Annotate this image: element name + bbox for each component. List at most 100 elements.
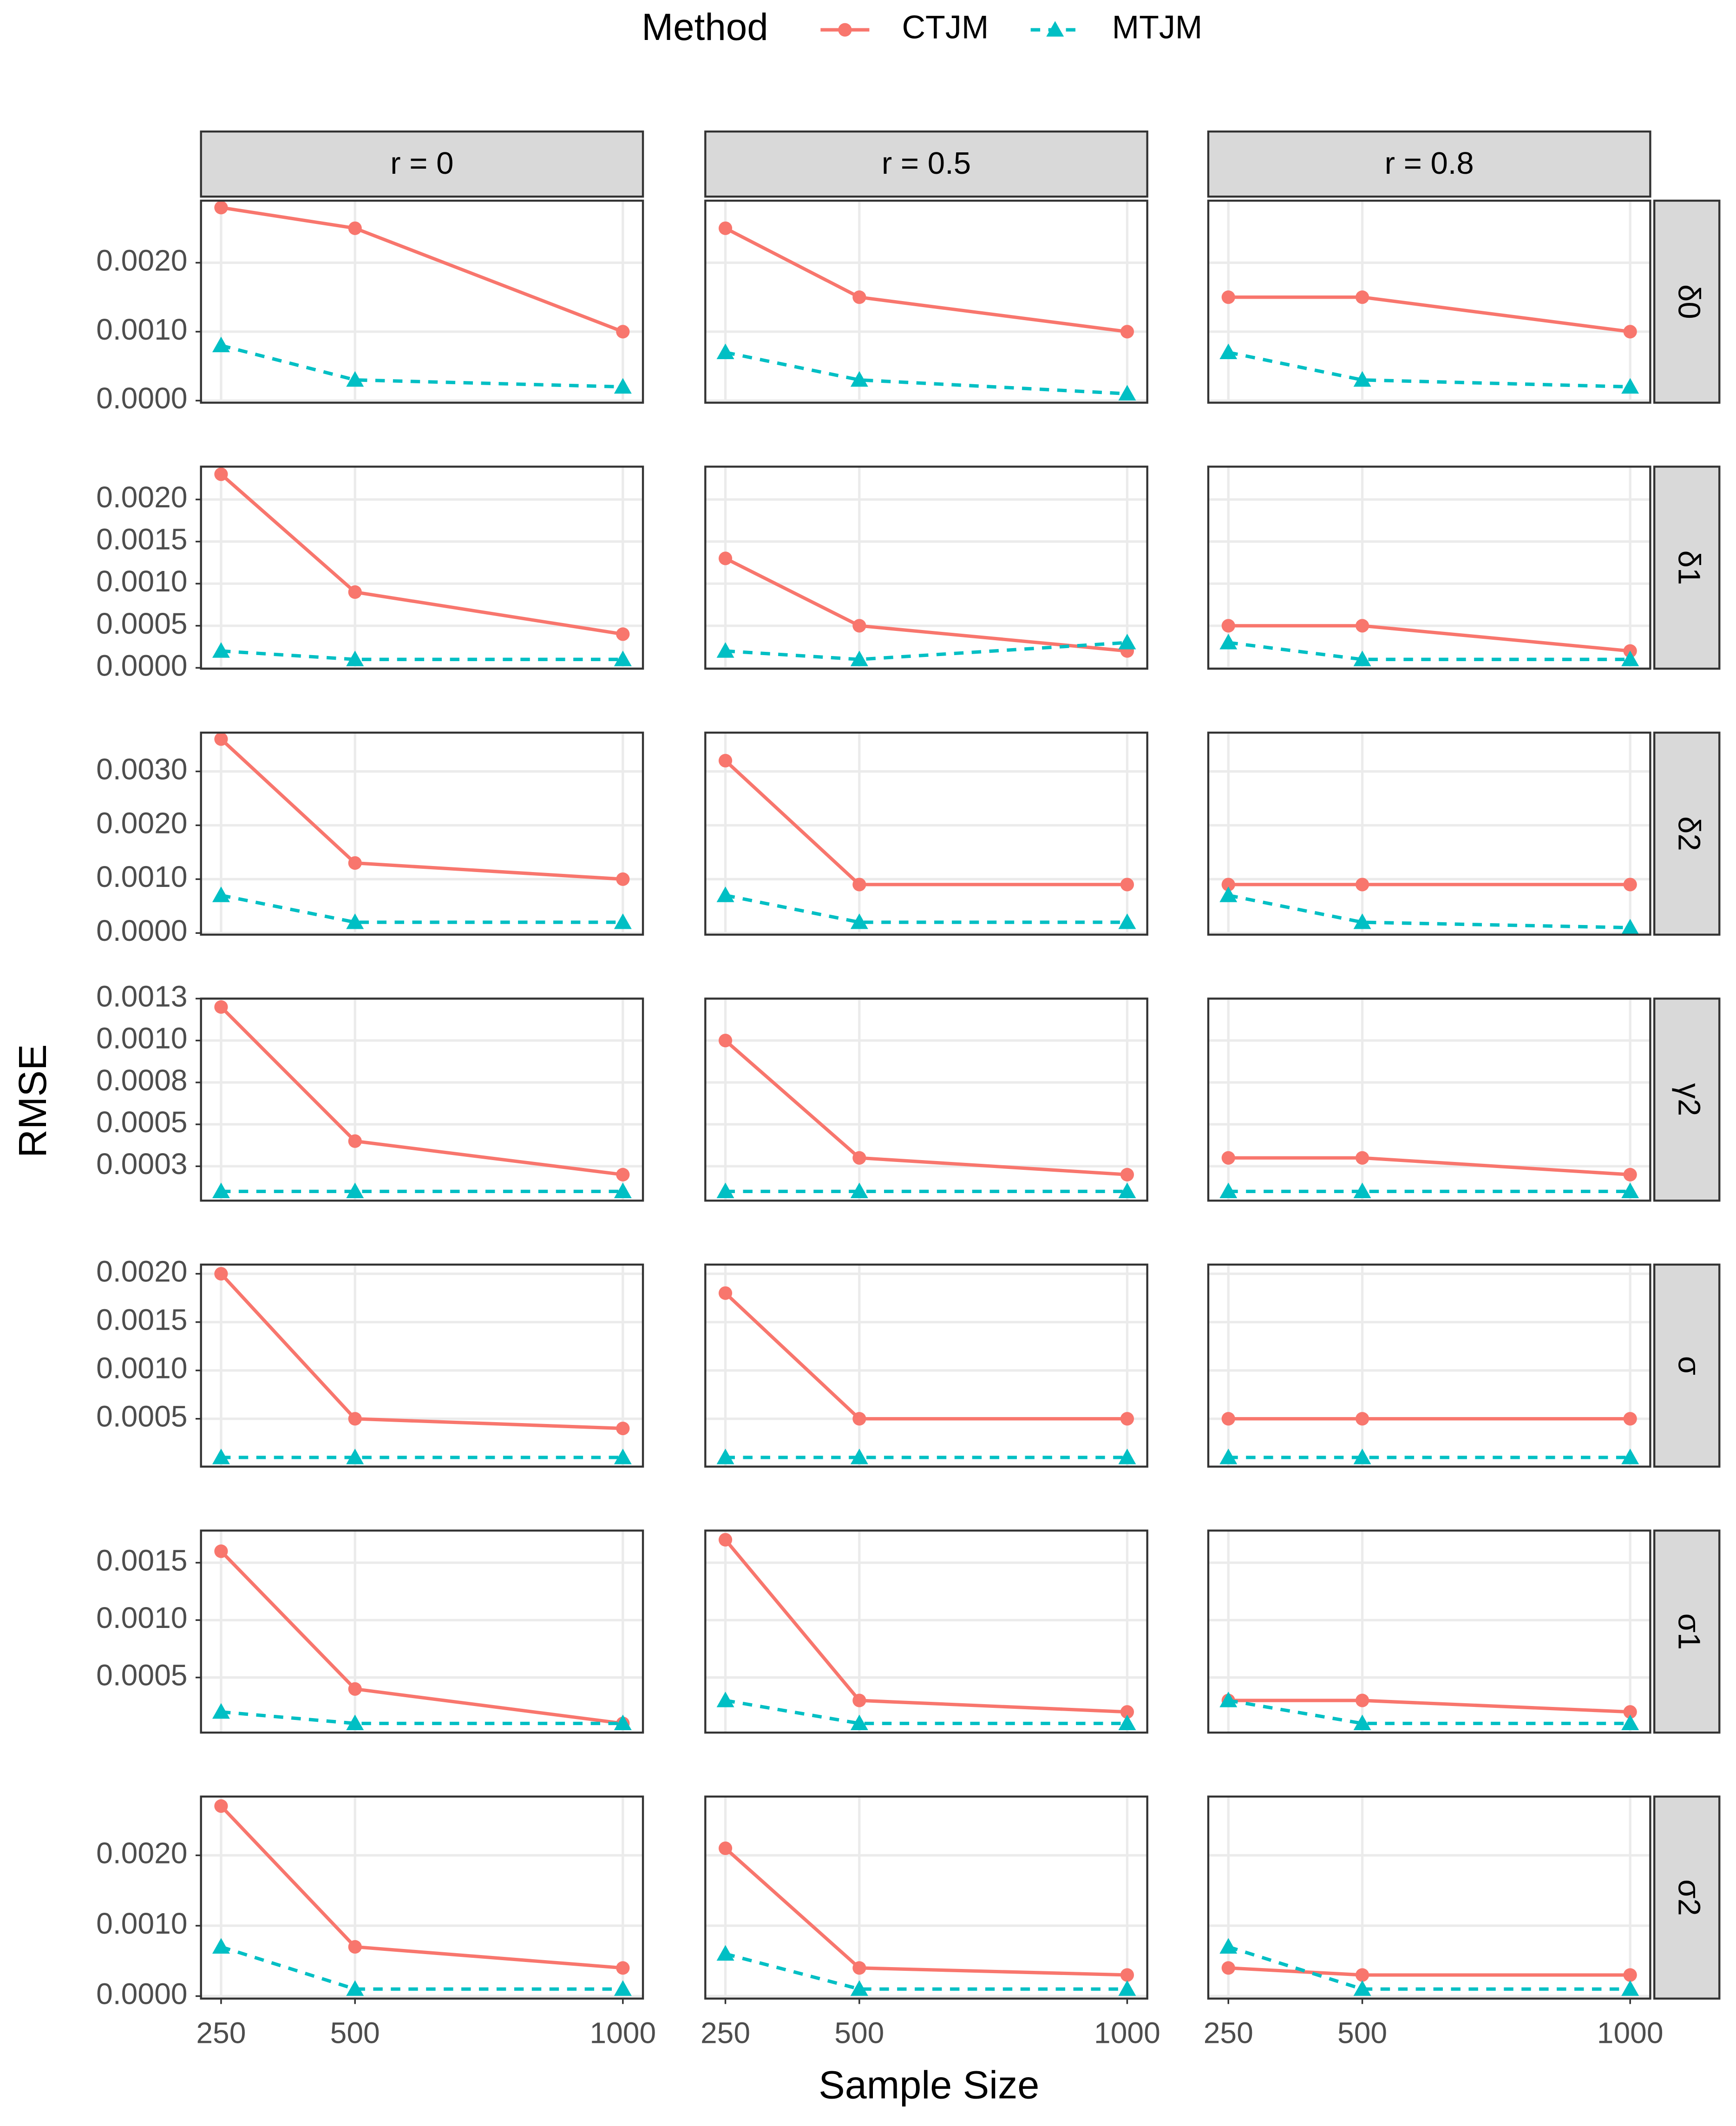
point: [850, 1714, 868, 1731]
point: [1355, 290, 1369, 304]
x-tick-label: 250: [196, 2016, 246, 2049]
point: [718, 1533, 733, 1547]
point: [718, 754, 733, 768]
panel-bg: [705, 732, 1147, 935]
strip-label: σ2: [1671, 1879, 1706, 1916]
point: [1621, 378, 1639, 394]
y-tick-label: 0.0005: [96, 1105, 187, 1139]
y-tick-label: 0.0020: [96, 1255, 187, 1288]
panel-bg: [201, 1796, 643, 1999]
line: [1228, 1945, 1631, 1991]
point: [1118, 913, 1136, 929]
point: [852, 290, 866, 304]
y-tick-label: 0.0013: [96, 979, 187, 1013]
point: [852, 619, 866, 633]
point: [716, 1182, 734, 1198]
point: [1621, 1449, 1639, 1464]
panel-bg: [1208, 200, 1651, 403]
x-tick-label: 1000: [590, 2016, 656, 2049]
point: [614, 378, 632, 394]
point: [348, 585, 362, 599]
y-tick-label: 0.0000: [96, 1977, 187, 2010]
panel-border: [704, 466, 1148, 670]
point: [838, 23, 852, 37]
y-tick-label: 0.0000: [96, 914, 187, 947]
y-tick-label: 0.0010: [96, 1352, 187, 1385]
strip: [1653, 199, 1721, 404]
y-tick-label: 0.0005: [96, 607, 187, 640]
point: [850, 1980, 868, 1996]
strip-label: δ0: [1671, 284, 1706, 319]
point: [1621, 1714, 1639, 1731]
point: [1623, 1412, 1637, 1426]
panel-border: [704, 1529, 1148, 1734]
strip-label: r = 0: [390, 146, 453, 181]
panel-border: [704, 1795, 1148, 2000]
point: [1120, 1968, 1134, 1982]
strip: [1653, 997, 1721, 1202]
panel-border: [1207, 1529, 1651, 1734]
panel-border: [1207, 466, 1651, 670]
point: [850, 1182, 868, 1198]
y-tick-label: 0.0008: [96, 1063, 187, 1097]
point: [614, 1980, 632, 1996]
legend-label: MTJM: [1112, 9, 1202, 46]
strip-label: δ1: [1671, 550, 1706, 585]
strip: [1653, 466, 1721, 670]
y-tick-label: 0.0020: [96, 806, 187, 840]
panel-border: [200, 997, 644, 1202]
y-tick-label: 0.0030: [96, 752, 187, 786]
point: [1621, 919, 1639, 935]
panel-border: [704, 1263, 1148, 1468]
point: [214, 467, 228, 481]
point: [212, 642, 230, 658]
point: [1219, 634, 1238, 650]
panel-bg: [705, 1530, 1147, 1733]
point: [1120, 1705, 1134, 1719]
point: [1355, 1412, 1369, 1426]
y-tick-label: 0.0015: [96, 523, 187, 556]
line: [220, 1945, 623, 1991]
strip-label: δ2: [1671, 816, 1706, 851]
point: [1118, 634, 1136, 650]
point: [1221, 1412, 1235, 1426]
point: [1355, 619, 1369, 633]
point: [212, 1938, 230, 1954]
panel-border: [704, 997, 1148, 1202]
point: [1120, 1412, 1134, 1426]
point: [1219, 886, 1238, 902]
point: [212, 336, 230, 353]
point: [348, 1940, 362, 1954]
point: [614, 650, 632, 666]
y-tick-label: 0.0003: [96, 1147, 187, 1181]
point: [1621, 1182, 1639, 1198]
panel-border: [704, 731, 1148, 936]
y-tick-label: 0.0010: [96, 564, 187, 598]
strip-label: γ2: [1671, 1083, 1706, 1116]
point: [212, 1703, 230, 1719]
point: [346, 913, 364, 929]
panel-border: [1207, 1795, 1651, 2000]
panel-bg: [201, 1530, 643, 1733]
y-tick-label: 0.0010: [96, 1907, 187, 1940]
strip: [1207, 130, 1651, 198]
point: [852, 878, 866, 892]
point: [1046, 21, 1064, 37]
x-axis-label: Sample Size: [819, 2063, 1039, 2107]
panel-border: [200, 1529, 644, 1734]
point: [1221, 1151, 1235, 1165]
point: [1623, 1168, 1637, 1181]
point: [348, 1134, 362, 1148]
strip-label: σ: [1671, 1356, 1706, 1375]
y-tick-label: 0.0015: [96, 1544, 187, 1577]
panel-bg: [705, 466, 1147, 669]
panel-border: [704, 199, 1148, 404]
panel-bg: [201, 1264, 643, 1467]
point: [348, 856, 362, 870]
point: [1219, 1449, 1238, 1464]
x-tick-label: 500: [330, 2016, 380, 2049]
y-tick-label: 0.0010: [96, 1601, 187, 1634]
point: [346, 1182, 364, 1198]
y-tick-label: 0.0020: [96, 1836, 187, 1870]
panel-border: [1207, 199, 1651, 404]
